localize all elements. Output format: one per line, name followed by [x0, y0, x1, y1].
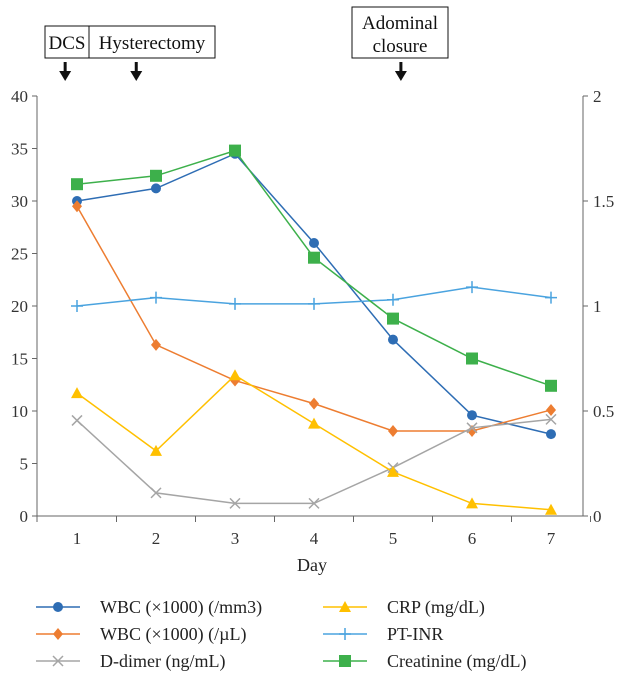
- series-5-point: [387, 312, 399, 325]
- series-4-point: [545, 291, 557, 304]
- closure-arrow-head: [394, 71, 407, 81]
- series-2-point: [71, 414, 83, 426]
- series-4-point: [387, 293, 399, 306]
- dcs-arrow-head: [59, 71, 72, 81]
- y-left-tick-label: 35: [11, 140, 28, 159]
- series-5-point: [229, 144, 241, 157]
- series-3-point: [387, 465, 399, 477]
- series-line-0: [76, 152, 552, 435]
- series-3-point: [466, 497, 478, 509]
- series-0-point: [388, 334, 398, 345]
- series-2-point: [466, 422, 478, 434]
- dcs-label: DCS: [49, 33, 86, 54]
- x-axis-title: Day: [297, 555, 327, 575]
- series-5-point: [71, 178, 83, 191]
- y-right-tick-label: 1.5: [593, 192, 614, 211]
- series-4-point: [308, 297, 320, 310]
- series-line-2: [76, 418, 552, 505]
- y-left-tick-label: 5: [20, 455, 29, 474]
- y-left-tick-label: 30: [11, 192, 28, 211]
- legend-marker-1: [53, 628, 63, 640]
- series-4-point: [71, 300, 83, 312]
- legend-marker-2: [52, 655, 64, 667]
- legend-label-2: D-dimer (ng/mL): [100, 651, 225, 672]
- y-right-tick-label: 0.5: [593, 402, 614, 421]
- dcs-box: [44, 25, 90, 59]
- legend-label-0: WBC (×1000) (/mm3): [100, 597, 262, 618]
- series-2-point: [229, 497, 241, 509]
- x-tick-label: 4: [310, 529, 319, 548]
- series-line-5: [76, 149, 552, 387]
- series-1-point: [72, 200, 82, 213]
- x-tick-label: 1: [73, 529, 82, 548]
- series-3-point: [229, 369, 241, 381]
- series-2-point: [308, 497, 320, 509]
- legend-marker-5: [339, 655, 351, 667]
- y-left-tick-label: 20: [11, 297, 28, 316]
- series-3-point: [71, 387, 83, 399]
- series-1-point: [151, 338, 161, 351]
- x-tick-label: 3: [231, 529, 240, 548]
- series-0-point: [309, 238, 319, 248]
- series-4-point: [466, 281, 478, 294]
- closure-box: [351, 6, 449, 59]
- y-left-tick-label: 40: [11, 87, 28, 106]
- hysterectomy-arrow-head: [130, 71, 143, 81]
- series-line-3: [76, 374, 552, 511]
- legend-marker-4: [339, 628, 351, 640]
- x-tick-label: 5: [389, 529, 398, 548]
- y-right-tick-label: 1: [593, 297, 602, 316]
- series-4-point: [229, 297, 241, 310]
- series-2-point: [545, 413, 557, 425]
- legend-marker-0: [53, 602, 63, 612]
- x-tick-label: 7: [547, 529, 556, 548]
- series-0-point: [151, 183, 161, 194]
- series-0-point: [467, 410, 477, 421]
- legend-label-3: CRP (mg/dL): [387, 597, 485, 618]
- series-0-point: [546, 429, 556, 440]
- y-left-tick-label: 10: [11, 402, 28, 421]
- legend-label-1: WBC (×1000) (/µL): [100, 624, 247, 645]
- y-left-tick-label: 0: [20, 507, 29, 526]
- series-5-point: [466, 352, 478, 365]
- hysterectomy-label: Hysterectomy: [99, 33, 206, 54]
- legend-marker-3: [339, 601, 351, 612]
- closure-label-line2: closure: [373, 36, 428, 57]
- y-left-tick-label: 25: [11, 245, 28, 264]
- series-1-point: [546, 403, 556, 416]
- series-3-point: [545, 503, 557, 515]
- series-3-point: [150, 444, 162, 456]
- series-3-point: [308, 417, 320, 429]
- y-right-tick-label: 2: [593, 87, 602, 106]
- series-5-point: [545, 379, 557, 392]
- series-4-point: [150, 291, 162, 304]
- series-2-point: [150, 487, 162, 499]
- closure-label-line1: Adominal: [362, 13, 438, 34]
- series-1-point: [388, 424, 398, 437]
- y-right-tick-label: 0: [593, 507, 602, 526]
- series-5-point: [150, 169, 162, 182]
- hysterectomy-box: [88, 25, 216, 59]
- x-tick-label: 6: [468, 529, 477, 548]
- x-tick-label: 2: [152, 529, 161, 548]
- series-1-point: [309, 397, 319, 410]
- legend-label-4: PT-INR: [387, 624, 443, 644]
- legend-label-5: Creatinine (mg/dL): [387, 651, 526, 672]
- series-5-point: [308, 251, 320, 264]
- y-left-tick-label: 15: [11, 350, 28, 369]
